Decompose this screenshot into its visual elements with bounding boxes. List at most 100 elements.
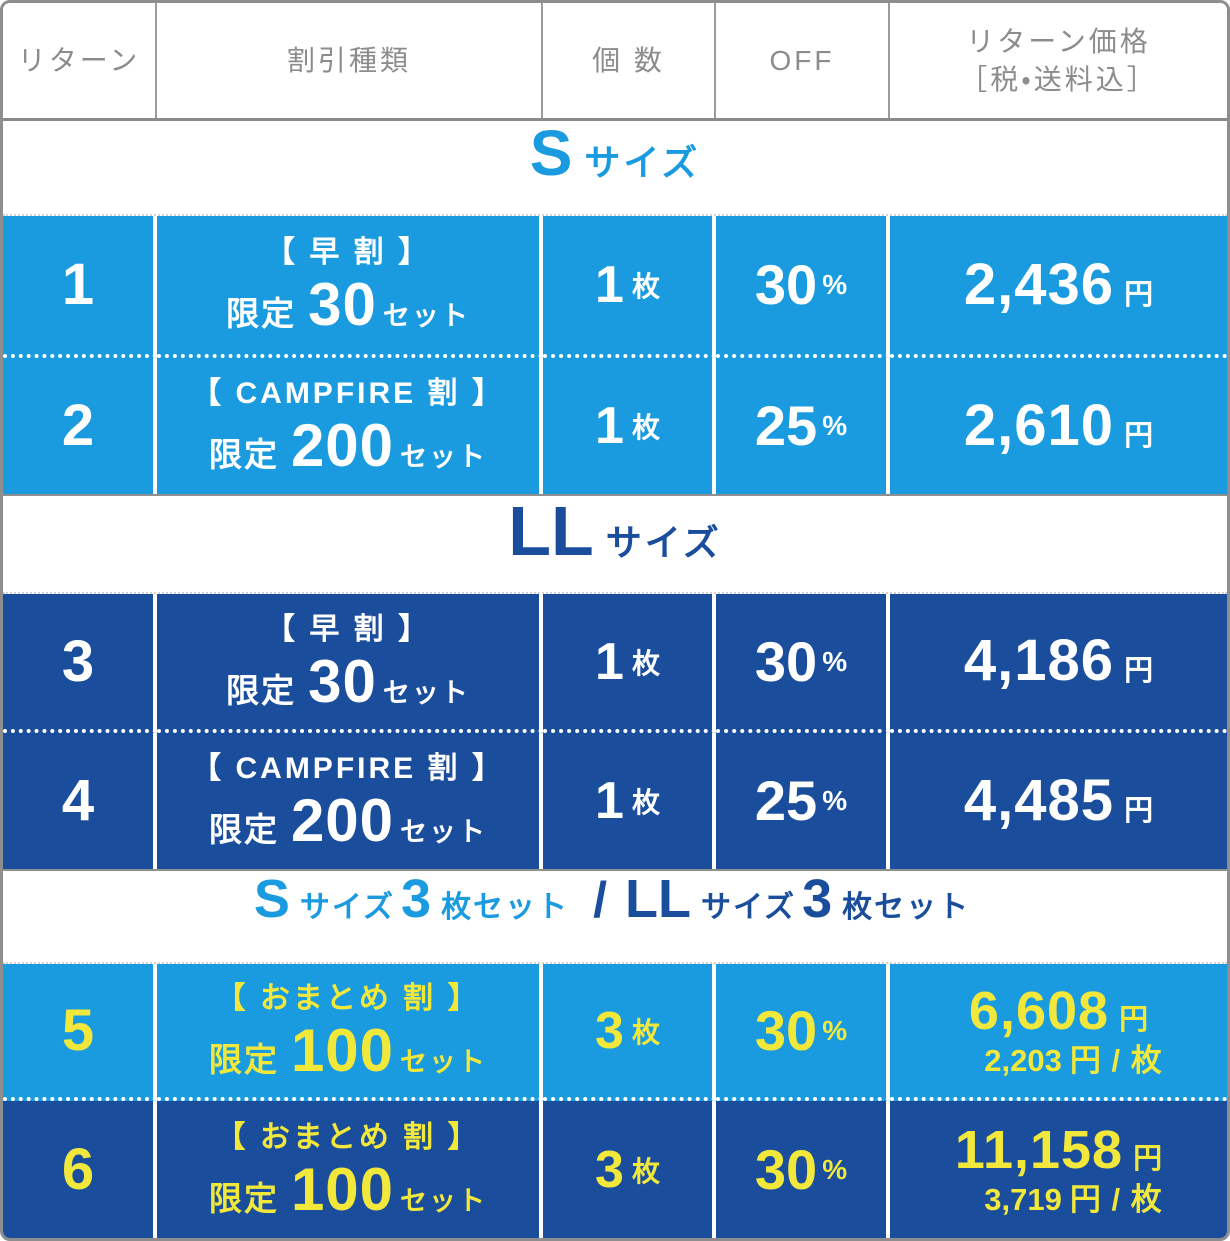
limited-suffix: セット xyxy=(382,301,470,331)
limited-label: 限定 xyxy=(208,436,279,473)
price-line: 2,436 円 xyxy=(963,251,1153,317)
off-cell: 30 % xyxy=(716,1101,890,1238)
off-value: 25 xyxy=(754,394,818,457)
quantity-unit: 枚 xyxy=(631,1016,660,1048)
combo-ll-size-label: サイズ xyxy=(700,891,797,924)
section-header-ll-size: LL サイズ xyxy=(3,494,1227,594)
ll-size-label: サイズ xyxy=(605,522,722,563)
discount-title: 【 CAMPFIRE 割 】 xyxy=(191,377,505,410)
price-line: 11,158 円 xyxy=(955,1122,1162,1179)
off-cell: 30 % xyxy=(716,216,890,358)
return-number: 3 xyxy=(61,628,95,694)
price-value: 2,610 xyxy=(963,392,1115,458)
limited-label: 限定 xyxy=(208,1179,279,1217)
s-size-letter: S xyxy=(529,117,573,189)
quantity-value: 1 xyxy=(595,397,624,455)
limited-line: 限定 100 セット xyxy=(208,1155,488,1223)
quantity-value: 3 xyxy=(595,1001,624,1060)
per-sheet-line: 3,719 円 / 枚 xyxy=(984,1181,1163,1217)
quantity-cell: 1 枚 xyxy=(543,594,716,733)
limited-line: 限定 30 セット xyxy=(226,275,470,335)
discount-title: 【 早 割 】 xyxy=(264,612,431,646)
price-unit: 円 xyxy=(1124,794,1154,827)
off-unit: % xyxy=(822,645,848,677)
per-sheet-unit: 円 / 枚 xyxy=(1069,1042,1163,1078)
quantity-cell: 3 枚 xyxy=(543,964,716,1101)
header-off-label: OFF xyxy=(769,44,835,76)
off-unit: % xyxy=(822,785,848,816)
price-unit: 円 xyxy=(1124,655,1154,688)
combo-s-count: 3 xyxy=(401,869,432,929)
off-cell: 30 % xyxy=(716,964,890,1101)
combo-ll-count: 3 xyxy=(802,869,833,929)
quantity-unit: 枚 xyxy=(631,787,660,818)
table-row-3: 3 【 早 割 】 限定 30 セット 1 枚 30 % 4,186 円 xyxy=(3,594,1227,733)
return-number-cell: 1 xyxy=(3,216,157,358)
discount-title: 【 おまとめ 割 】 xyxy=(215,1120,481,1154)
price-value: 4,186 xyxy=(963,628,1115,694)
limited-suffix: セット xyxy=(400,1185,488,1216)
quantity-unit: 枚 xyxy=(631,271,660,302)
discount-type-cell: 【 おまとめ 割 】 限定 100 セット xyxy=(157,964,543,1101)
combo-ll-letter: LL xyxy=(624,869,691,929)
price-cell: 4,186 円 xyxy=(890,594,1227,733)
price-value: 4,485 xyxy=(963,767,1115,833)
header-price-line2: ［税・送料込］ xyxy=(959,63,1158,95)
quantity-unit: 枚 xyxy=(631,1155,660,1187)
price-value: 2,436 xyxy=(963,251,1115,317)
return-number: 1 xyxy=(61,252,95,317)
combo-s-size-label: サイズ xyxy=(299,891,396,924)
limited-count: 100 xyxy=(290,1016,395,1084)
per-sheet-value: 2,203 xyxy=(984,1042,1062,1078)
return-number: 2 xyxy=(61,393,95,458)
quantity-cell: 3 枚 xyxy=(543,1101,716,1238)
limited-count: 200 xyxy=(290,412,395,479)
ll-size-letter: LL xyxy=(508,492,594,570)
header-price: リターン価格 ［税・送料込］ xyxy=(890,3,1227,118)
return-number-cell: 2 xyxy=(3,358,157,494)
limited-line: 限定 200 セット xyxy=(209,416,487,476)
table-header-row: リターン 割引種類 個 数 OFF リターン価格 ［税・送料込］ xyxy=(3,3,1227,121)
header-return-label: リターン xyxy=(17,44,141,76)
per-sheet-unit: 円 / 枚 xyxy=(1069,1181,1163,1217)
off-value: 30 xyxy=(754,629,818,693)
quantity-unit: 枚 xyxy=(631,647,660,679)
table-row-4: 4 【 CAMPFIRE 割 】 限定 200 セット 1 枚 25 % 4,4… xyxy=(3,733,1227,869)
price-cell: 2,610 円 xyxy=(890,358,1227,494)
limited-line: 限定 200 セット xyxy=(209,791,487,851)
quantity-unit: 枚 xyxy=(631,412,660,443)
discount-type-cell: 【 早 割 】 限定 30 セット xyxy=(157,594,543,733)
combo-slash: / xyxy=(593,872,607,928)
limited-suffix: セット xyxy=(382,677,470,708)
combo-s-suffix: 枚セット xyxy=(441,891,570,924)
off-value: 25 xyxy=(754,769,818,832)
discount-type-cell: 【 CAMPFIRE 割 】 限定 200 セット xyxy=(157,358,543,494)
header-quantity: 個 数 xyxy=(543,3,716,118)
per-sheet-value: 3,719 xyxy=(984,1181,1062,1217)
table-row-5: 5 【 おまとめ 割 】 限定 100 セット 3 枚 30 % 6,608 円… xyxy=(3,964,1227,1101)
table-row-2: 2 【 CAMPFIRE 割 】 限定 200 セット 1 枚 25 % 2,6… xyxy=(3,358,1227,494)
off-value: 30 xyxy=(754,1137,818,1201)
quantity-value: 3 xyxy=(595,1140,624,1199)
price-line: 4,186 円 xyxy=(963,628,1154,694)
price-unit: 円 xyxy=(1119,1004,1149,1037)
off-unit: % xyxy=(822,1014,848,1046)
limited-line: 限定 100 セット xyxy=(209,1016,488,1084)
limited-count: 30 xyxy=(308,271,377,338)
header-off: OFF xyxy=(716,3,890,118)
price-value: 6,608 xyxy=(968,981,1110,1042)
limited-suffix: セット xyxy=(400,1046,488,1077)
return-number: 6 xyxy=(61,1136,95,1202)
limited-count: 100 xyxy=(290,1155,395,1223)
price-line: 2,610 円 xyxy=(963,392,1153,458)
header-quantity-label: 個 数 xyxy=(592,44,665,76)
discount-type-cell: 【 CAMPFIRE 割 】 限定 200 セット xyxy=(157,733,543,869)
discount-type-cell: 【 おまとめ 割 】 限定 100 セット xyxy=(157,1101,543,1238)
table-row-6: 6 【 おまとめ 割 】 限定 100 セット 3 枚 30 % 11,158 … xyxy=(3,1101,1227,1238)
price-cell: 2,436 円 xyxy=(890,216,1227,358)
off-unit: % xyxy=(822,269,848,300)
return-number-cell: 6 xyxy=(3,1101,157,1238)
limited-line: 限定 30 セット xyxy=(226,651,470,712)
header-return: リターン xyxy=(3,3,157,118)
